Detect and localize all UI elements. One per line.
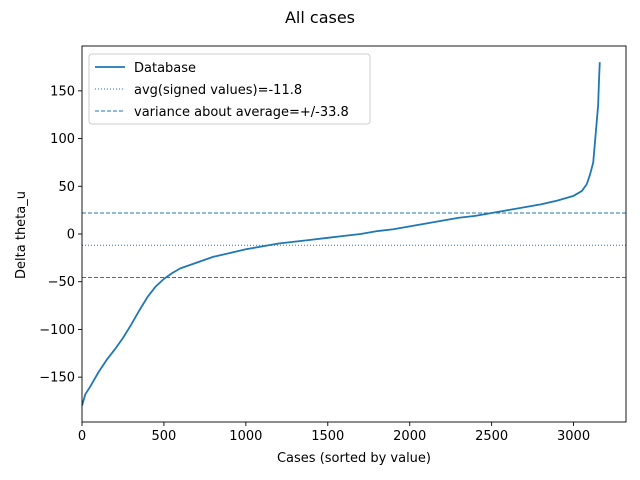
chart-title: All cases bbox=[285, 8, 355, 27]
plot-area: 0 500 1000 1500 2000 2500 3000 −150 −100 −50 0 50 10… bbox=[39, 45, 627, 444]
x-tick-label-2000: 2000 bbox=[393, 429, 426, 444]
y-tick-label-100: 100 bbox=[50, 132, 75, 147]
x-tick-label-3000: 3000 bbox=[557, 429, 590, 444]
legend: Database avg(signed values)=-11.8 varian… bbox=[88, 53, 371, 125]
y-tick-label--150: −150 bbox=[39, 371, 75, 386]
y-tick-label--50: −50 bbox=[48, 275, 75, 290]
y-tick-label-50: 50 bbox=[58, 180, 75, 195]
legend-variance-label: variance about average=+/-33.8 bbox=[134, 105, 349, 120]
legend-database-label: Database bbox=[134, 61, 196, 76]
y-axis-label: Delta theta_u bbox=[14, 191, 29, 279]
x-tick-label-1000: 1000 bbox=[229, 429, 262, 444]
x-tick-label-1500: 1500 bbox=[311, 429, 344, 444]
legend-box bbox=[88, 53, 371, 125]
y-tick-label--100: −100 bbox=[39, 323, 75, 338]
x-tick-label-0: 0 bbox=[78, 429, 86, 444]
x-tick-label-500: 500 bbox=[152, 429, 177, 444]
x-tick-label-2500: 2500 bbox=[475, 429, 508, 444]
y-tick-label-150: 150 bbox=[50, 84, 75, 99]
database-line bbox=[82, 62, 601, 407]
legend-average-label: avg(signed values)=-11.8 bbox=[134, 83, 302, 98]
x-axis-label: Cases (sorted by value) bbox=[277, 451, 431, 466]
y-tick-label-0: 0 bbox=[67, 228, 75, 243]
